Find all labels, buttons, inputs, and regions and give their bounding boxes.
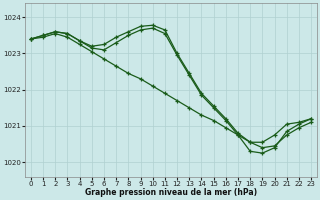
X-axis label: Graphe pression niveau de la mer (hPa): Graphe pression niveau de la mer (hPa) (85, 188, 257, 197)
